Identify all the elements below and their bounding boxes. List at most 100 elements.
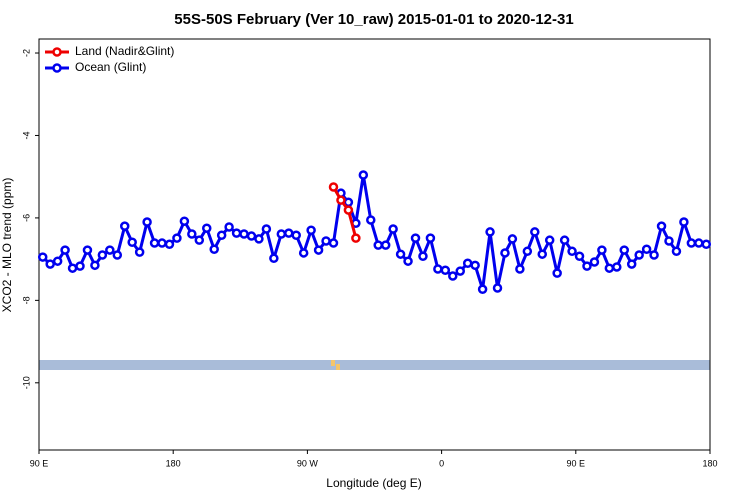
point: [328, 182, 339, 192]
point: [574, 251, 585, 261]
point: [462, 258, 473, 269]
point: [664, 236, 674, 246]
point: [604, 263, 615, 273]
point: [410, 233, 421, 243]
point: [276, 229, 287, 239]
point: [328, 238, 339, 248]
y-tick-label: -4: [21, 131, 31, 139]
point: [485, 227, 495, 237]
point: [231, 228, 242, 238]
point: [448, 271, 458, 281]
x-tick-label: 0: [439, 458, 444, 468]
point: [500, 248, 510, 258]
legend-marker: [52, 63, 62, 73]
point: [313, 245, 324, 255]
point: [507, 234, 518, 244]
point: [597, 245, 607, 255]
x-axis-label: Longitude (deg E): [326, 476, 421, 490]
point: [455, 266, 465, 276]
point: [492, 283, 503, 293]
point: [254, 234, 264, 244]
point: [306, 225, 316, 236]
point: [530, 227, 540, 237]
point: [246, 231, 257, 241]
point: [149, 238, 160, 248]
point: [216, 230, 227, 240]
point: [440, 265, 451, 276]
legend-marker: [52, 47, 62, 57]
point: [522, 246, 533, 257]
x-tick-label: 180: [166, 458, 181, 468]
x-tick-label: 90 W: [297, 458, 319, 468]
point: [395, 249, 406, 259]
point: [433, 264, 443, 274]
point: [589, 257, 600, 267]
point: [671, 246, 682, 257]
point: [477, 284, 488, 294]
coverage-mark: [331, 360, 335, 366]
point: [119, 221, 130, 231]
chart-title: 55S-50S February (Ver 10_raw) 2015-01-01…: [174, 11, 573, 28]
point: [358, 170, 369, 180]
y-axis-label: XCO2 - MLO trend (ppm): [0, 178, 14, 313]
point: [60, 245, 70, 255]
y-tick-label: -8: [21, 296, 31, 304]
point: [679, 217, 689, 227]
point: [544, 235, 555, 245]
point: [142, 217, 152, 227]
point: [82, 245, 93, 255]
point: [239, 229, 249, 239]
x-tick-label: 90 E: [567, 458, 586, 468]
point: [321, 236, 331, 246]
point: [179, 216, 190, 226]
point: [418, 251, 428, 261]
point: [619, 245, 630, 255]
point: [380, 240, 391, 250]
coverage-band: [39, 360, 710, 370]
point: [470, 260, 480, 271]
point: [157, 238, 167, 248]
point: [336, 195, 346, 205]
point: [649, 250, 659, 260]
point: [552, 268, 562, 278]
point: [403, 256, 413, 266]
series-line: [332, 186, 358, 239]
point: [559, 235, 570, 245]
point: [388, 224, 398, 234]
x-tick-label: 90 E: [30, 458, 49, 468]
point: [343, 205, 354, 215]
point: [291, 230, 301, 240]
point: [52, 256, 63, 266]
x-tick-label: 180: [702, 458, 717, 468]
legend-label: Ocean (Glint): [75, 60, 146, 74]
point: [187, 229, 197, 239]
y-tick-label: -2: [21, 49, 31, 57]
point: [582, 261, 592, 271]
point: [515, 264, 525, 274]
point: [686, 238, 697, 248]
point: [366, 215, 376, 225]
point: [284, 228, 294, 238]
point: [134, 247, 145, 257]
point: [373, 240, 383, 250]
point: [202, 223, 212, 233]
point: [67, 263, 78, 273]
point: [90, 260, 100, 271]
point: [194, 235, 205, 245]
point: [641, 244, 652, 254]
point: [224, 222, 234, 232]
point: [701, 239, 712, 250]
point: [425, 233, 436, 243]
point: [112, 250, 123, 260]
point: [261, 224, 272, 234]
point: [351, 233, 361, 243]
point: [537, 249, 547, 259]
point: [105, 245, 115, 255]
point: [164, 239, 175, 250]
point: [75, 261, 85, 271]
y-tick-label: -10: [21, 376, 31, 389]
coverage-mark: [336, 364, 340, 370]
point: [172, 233, 182, 243]
point: [298, 248, 309, 258]
point: [694, 238, 704, 248]
